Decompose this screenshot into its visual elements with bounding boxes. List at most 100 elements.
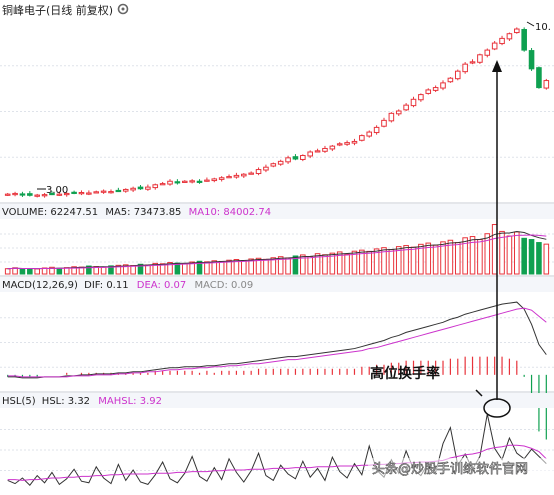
- candle-body: [388, 112, 395, 122]
- volume-bar: [477, 239, 483, 275]
- macd-label-bar: [0, 277, 554, 292]
- candle-body: [71, 191, 77, 194]
- candle-body: [491, 42, 498, 50]
- candle-body: [181, 180, 188, 183]
- candle-body: [56, 193, 63, 196]
- volume-bar: [233, 259, 240, 275]
- volume-bar: [440, 241, 446, 275]
- candle-body: [130, 187, 136, 191]
- candle-body: [322, 147, 328, 152]
- annotation-arrowhead: [492, 60, 502, 72]
- candle-body: [469, 61, 476, 64]
- volume-bar: [307, 256, 313, 275]
- candle-body: [204, 179, 210, 182]
- candle-body: [174, 181, 181, 184]
- candle-body: [270, 163, 277, 167]
- volume-bar: [152, 262, 159, 275]
- macd-dea-label: DEA: 0.07: [137, 280, 187, 291]
- annotation-pointer: [475, 389, 483, 397]
- candle-body: [418, 94, 424, 101]
- volume-bar: [196, 260, 203, 275]
- volume-bar: [410, 246, 417, 275]
- volume-bar: [189, 261, 195, 275]
- high-marker-label: 10.: [535, 22, 551, 33]
- macd-value-label: MACD: 0.09: [194, 280, 253, 291]
- volume-bar: [211, 260, 218, 275]
- candle-body: [432, 87, 439, 91]
- volume-bar: [181, 263, 188, 275]
- volume-bar: [336, 251, 343, 275]
- volume-bar: [506, 235, 513, 275]
- candle-body: [19, 193, 26, 196]
- candle-body: [454, 70, 461, 80]
- volume-bar: [218, 260, 225, 275]
- watermark-text: 头条@炒股手训练软件官网: [372, 461, 528, 477]
- candle-body: [381, 119, 387, 127]
- volume-bar: [277, 256, 284, 275]
- watermark: 头条@炒股手训练软件官网: [368, 458, 554, 478]
- candle-body: [108, 191, 114, 194]
- volume-bar: [56, 267, 63, 275]
- low-marker-label: 3.00: [46, 185, 68, 196]
- candle-body: [12, 192, 18, 196]
- candle-body: [93, 191, 100, 194]
- volume-bar: [270, 257, 277, 275]
- hsl-label-bar: [0, 393, 554, 408]
- volume-bar: [381, 247, 387, 275]
- candle-body: [314, 150, 321, 153]
- candle-body: [366, 131, 373, 137]
- candle-body: [27, 193, 33, 196]
- candle-body: [189, 180, 195, 183]
- candle-body: [285, 157, 291, 163]
- candle-body: [307, 151, 313, 157]
- candle-body: [241, 173, 247, 177]
- volume-bar: [543, 243, 550, 275]
- candle-body: [462, 63, 468, 73]
- volume-bar: [432, 244, 439, 275]
- candle-body: [277, 160, 284, 165]
- candle-body: [233, 174, 240, 178]
- candle-body: [395, 110, 402, 115]
- candle-body: [329, 145, 336, 150]
- candle-body: [359, 135, 365, 141]
- high-marker: 10.: [526, 21, 551, 33]
- candle-body: [115, 189, 122, 193]
- candle-body: [122, 188, 129, 192]
- volume-bar: [137, 263, 144, 275]
- candle-body: [248, 172, 254, 175]
- annotation: 高位换手率: [370, 60, 511, 418]
- volume-bar: [344, 253, 350, 275]
- volume-bar: [100, 266, 107, 275]
- volume-bar: [454, 242, 461, 275]
- mahsl-label: MAHSL: 3.92: [98, 396, 162, 407]
- candle-body: [477, 54, 483, 63]
- candle-body: [211, 178, 218, 182]
- volume-bar: [521, 237, 527, 275]
- annotation-label: 高位换手率: [370, 365, 440, 382]
- volume-bar: [86, 265, 92, 275]
- volume-bar: [4, 268, 11, 275]
- volume-bar: [514, 231, 520, 275]
- candle-body: [4, 193, 11, 196]
- volume-bar: [359, 249, 365, 275]
- volume-bar: [300, 254, 306, 275]
- candle-body: [86, 192, 92, 195]
- candle-body: [196, 180, 203, 183]
- candle-body: [543, 80, 550, 89]
- volume-bar: [388, 249, 395, 275]
- macd-legend: MACD(12,26,9) DIF: 0.11 DEA: 0.07 MACD: …: [2, 280, 253, 291]
- candle-body: [255, 169, 262, 175]
- volume-bar: [418, 243, 424, 275]
- candle-body: [218, 177, 225, 180]
- annotation-circle: [483, 398, 511, 418]
- volume-bar: [34, 268, 40, 275]
- gear-icon[interactable]: [117, 3, 129, 15]
- volume-bar: [71, 266, 77, 275]
- volume-bar: [528, 239, 535, 275]
- macd-panel: [7, 301, 547, 440]
- volume-bar: [167, 262, 173, 275]
- volume-legend: VOLUME: 62247.51 MA5: 73473.85 MA10: 840…: [2, 207, 271, 218]
- volume-bar: [204, 261, 210, 275]
- volume-bar: [484, 233, 491, 275]
